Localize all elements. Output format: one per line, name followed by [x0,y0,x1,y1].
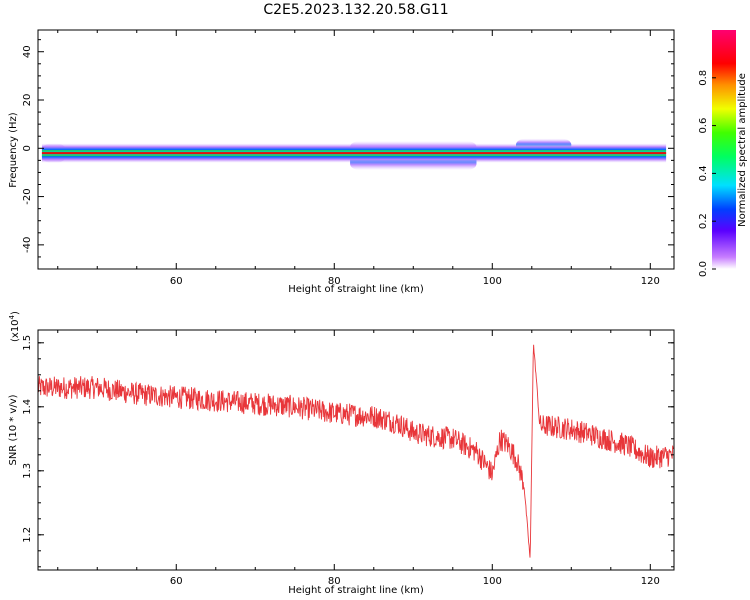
snr-ytick-label: 1.5 [22,335,33,351]
colorbar-tick-label: 0.0 [698,261,709,277]
colorbar-tick-label: 0.2 [698,213,709,229]
figure-title: C2E5.2023.132.20.58.G11 [263,2,448,18]
snr-xtick-label: 80 [328,576,341,587]
spectrogram-xtick-label: 120 [641,276,660,287]
spectrogram-ytick-label: 20 [22,94,33,107]
spectrogram-xtick-label: 60 [170,276,183,287]
snr-xtick-label: 100 [483,576,502,587]
colorbar-ticks: 0.0 0.2 0.4 0.6 0.8 [698,70,716,277]
snr-ytick-label: 1.4 [22,399,33,415]
snr-ticks: 60 80 100 120 1.2 1.3 1.4 1.5 [22,330,674,587]
snr-xtick-label: 60 [170,576,183,587]
snr-xtick-label: 120 [641,576,660,587]
spectrogram-ticks: 60 80 100 120 -40 -20 0 20 40 [22,30,674,287]
spectrogram-xtick-label: 100 [483,276,502,287]
colorbar-gradient [712,30,736,269]
colorbar-tick-label: 0.4 [698,165,709,181]
spectrogram-ytick-label: -40 [22,237,33,253]
snr-ytick-label: 1.3 [22,463,33,479]
spectrogram-ytick-label: -20 [22,188,33,204]
colorbar-tick-label: 0.6 [698,118,709,134]
snr-ytick-label: 1.2 [22,527,33,543]
snr-plot-area [38,344,674,558]
colorbar: 0.0 0.2 0.4 0.6 0.8 Normalized spectral ampl… [698,30,748,277]
snr-ylabel: SNR (10 * v/v) [8,394,19,465]
snr-xlabel: Height of straight line (km) [288,585,424,596]
snr-panel: 60 80 100 120 1.2 1.3 1.4 1.5 Height of straigh… [8,311,675,596]
spectrogram-xtick-label: 80 [328,276,341,287]
snr-scale-suffix: ) [10,311,21,315]
spectrogram-ytick-label: 0 [22,145,33,151]
spectrogram-plot-area [41,138,667,171]
spectrogram-xlabel: Height of straight line (km) [288,284,424,295]
snr-series-line [38,344,674,558]
snr-scale-text: (x104) [8,311,21,342]
spectrogram-ylabel: Frequency (Hz) [8,112,19,188]
snr-scale-label: (x104) [8,311,21,342]
colorbar-tick-label: 0.8 [698,70,709,86]
snr-scale-prefix: (x10 [10,319,21,342]
snr-scale-exponent: 4 [8,314,16,319]
colorbar-label: Normalized spectral amplitude [737,73,748,227]
spectrogram-ytick-label: 40 [22,45,33,58]
snr-frame [37,329,675,571]
spectrogram-panel: 60 80 100 120 -40 -20 0 20 40 Height of straight… [8,29,675,295]
spectrogram-frame [37,29,675,270]
